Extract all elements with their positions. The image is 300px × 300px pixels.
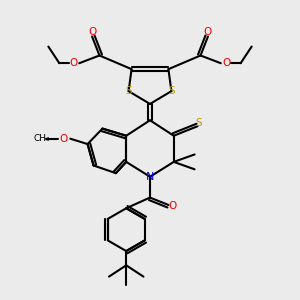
Text: S: S [196, 118, 202, 128]
Text: O: O [70, 58, 78, 68]
Text: N: N [146, 172, 154, 182]
Text: O: O [60, 134, 68, 144]
Text: O: O [222, 58, 230, 68]
Text: O: O [88, 27, 96, 37]
Text: CH₃: CH₃ [34, 134, 50, 143]
Text: O: O [204, 27, 212, 37]
Text: O: O [169, 201, 177, 211]
Text: S: S [125, 86, 132, 96]
Text: S: S [168, 86, 175, 96]
